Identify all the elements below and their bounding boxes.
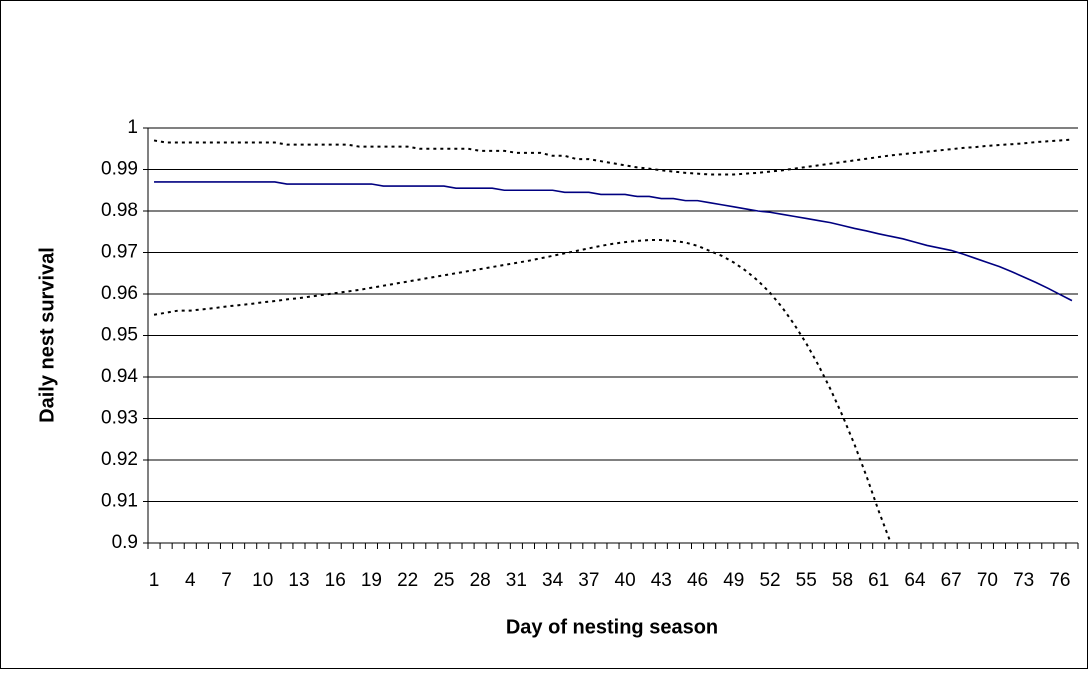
x-tick-label: 40 xyxy=(615,570,636,591)
y-tick-label: 0.99 xyxy=(101,159,138,180)
y-tick-label: 1 xyxy=(127,117,138,138)
x-tick-label: 67 xyxy=(941,570,962,591)
x-tick-label: 10 xyxy=(252,570,273,591)
x-tick-label: 73 xyxy=(1013,570,1034,591)
x-tick-label: 1 xyxy=(149,570,160,591)
x-tick-label: 34 xyxy=(542,570,564,591)
x-tick-label: 28 xyxy=(470,570,491,591)
x-tick-label: 7 xyxy=(221,570,232,591)
y-tick-label: 0.94 xyxy=(101,366,138,387)
x-tick-label: 37 xyxy=(578,570,599,591)
x-tick-label: 25 xyxy=(433,570,454,591)
y-tick-label: 0.95 xyxy=(101,325,138,346)
x-tick-label: 31 xyxy=(506,570,527,591)
x-tick-label: 52 xyxy=(759,570,780,591)
x-axis-title: Day of nesting season xyxy=(506,616,718,638)
y-tick-label: 0.96 xyxy=(101,283,138,304)
series-line xyxy=(154,181,1073,302)
x-tick-label: 49 xyxy=(723,570,744,591)
x-tick-label: 70 xyxy=(977,570,998,591)
x-tick-label: 22 xyxy=(397,570,418,591)
x-tick-label: 55 xyxy=(796,570,817,591)
x-tick-label: 43 xyxy=(651,570,672,591)
y-tick-label: 0.97 xyxy=(101,242,138,263)
x-tick-label: 19 xyxy=(361,570,382,591)
y-tick-label: 0.93 xyxy=(101,408,138,429)
x-tick-label: 46 xyxy=(687,570,708,591)
x-tick-label: 61 xyxy=(868,570,889,591)
y-tick-label: 0.98 xyxy=(101,200,138,221)
x-tick-label: 76 xyxy=(1049,570,1070,591)
series-line xyxy=(153,239,892,544)
y-axis-title: Daily nest survival xyxy=(36,247,58,423)
x-tick-label: 4 xyxy=(185,570,196,591)
x-tick-label: 16 xyxy=(325,570,346,591)
x-tick-label: 13 xyxy=(288,570,309,591)
x-tick-label: 64 xyxy=(904,570,926,591)
x-tick-label: 58 xyxy=(832,570,853,591)
y-tick-label: 0.92 xyxy=(101,449,138,470)
y-tick-label: 0.91 xyxy=(101,491,138,512)
y-tick-label: 0.9 xyxy=(112,532,138,553)
